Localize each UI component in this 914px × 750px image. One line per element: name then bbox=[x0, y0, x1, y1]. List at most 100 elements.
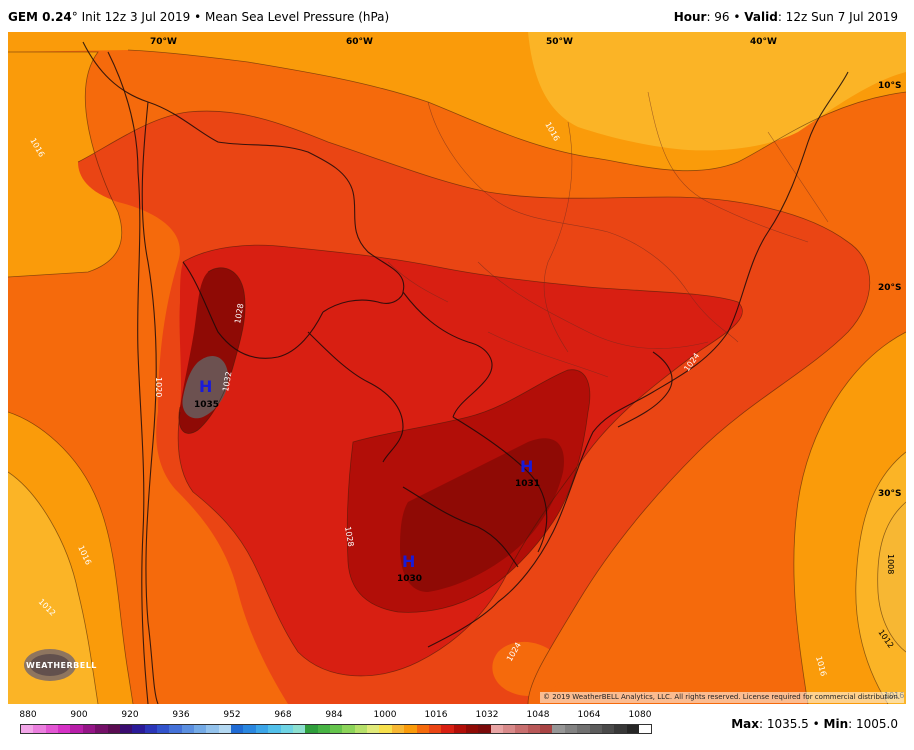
colorbar-tick-label: 1064 bbox=[577, 710, 601, 720]
colorbar-swatch bbox=[144, 725, 157, 733]
copyright-notice: © 2019 WeatherBELL Analytics, LLC. All r… bbox=[540, 692, 904, 703]
colorbar-swatch bbox=[515, 725, 528, 733]
colorbar-swatch bbox=[552, 725, 565, 733]
high-value-east: 1031 bbox=[515, 479, 540, 489]
colorbar-swatch bbox=[490, 725, 504, 733]
pressure-map: 70°W 60°W 50°W 40°W 10°S 20°S 30°S H 103… bbox=[8, 32, 906, 704]
colorbar-swatch bbox=[194, 725, 207, 733]
colorbar-swatch bbox=[243, 725, 256, 733]
map-svg: 70°W 60°W 50°W 40°W 10°S 20°S 30°S H 103… bbox=[8, 32, 906, 704]
min-label: Min bbox=[823, 717, 849, 731]
colorbar-swatch bbox=[441, 725, 454, 733]
atlantic-coastline bbox=[427, 71, 849, 648]
colorbar-swatch bbox=[45, 725, 59, 733]
colorbar-tick-label: 920 bbox=[121, 710, 139, 720]
header-bar: GEM 0.24° Init 12z 3 Jul 2019 • Mean Sea… bbox=[0, 0, 914, 32]
colorbar-swatch bbox=[465, 725, 479, 733]
colorbar-swatch bbox=[601, 725, 615, 733]
colorbar-swatch bbox=[268, 725, 281, 733]
hour-label: Hour bbox=[673, 10, 707, 24]
high-value-west: 1035 bbox=[194, 400, 219, 410]
colorbar-swatch bbox=[156, 725, 170, 733]
map-title: GEM 0.24° Init 12z 3 Jul 2019 • Mean Sea… bbox=[8, 10, 389, 24]
colorbar-tick-label: 1000 bbox=[373, 710, 397, 720]
colorbar-swatch bbox=[21, 725, 34, 733]
colorbar-swatch bbox=[416, 725, 429, 733]
colorbar-swatch bbox=[564, 725, 578, 733]
colorbar-tick-label: 1016 bbox=[424, 710, 448, 720]
high-symbol-west: H bbox=[199, 377, 212, 396]
colorbar-swatch bbox=[280, 725, 293, 733]
valid-time: Hour: 96 • Valid: 12z Sun 7 Jul 2019 bbox=[674, 10, 898, 24]
colorbar-tick-label: 984 bbox=[325, 710, 343, 720]
valid-label: Valid bbox=[744, 10, 778, 24]
colorbar-swatch bbox=[95, 725, 108, 733]
colorbar-swatch bbox=[70, 725, 83, 733]
colorbar-swatches bbox=[20, 724, 652, 734]
colorbar-swatch bbox=[82, 725, 96, 733]
colorbar-tick-label: 900 bbox=[70, 710, 88, 720]
isobar-label: 1032 bbox=[221, 371, 233, 393]
lat-label-10s: 10°S bbox=[878, 81, 902, 91]
colorbar-tick-label: 936 bbox=[172, 710, 190, 720]
colorbar-swatch bbox=[107, 725, 120, 733]
isobar-label: 1028 bbox=[343, 526, 355, 548]
pressure-1016-west bbox=[8, 52, 122, 277]
init-and-field: Init 12z 3 Jul 2019 • Mean Sea Level Pre… bbox=[77, 10, 390, 24]
colorbar-swatch bbox=[329, 725, 343, 733]
pressure-colorbar: 880 900 920 936 952 968 984 1000 1016 1032 1048 106… bbox=[19, 710, 652, 742]
colorbar-swatch bbox=[181, 725, 195, 733]
colorbar-tick-label: 880 bbox=[19, 710, 37, 720]
state-borders bbox=[387, 91, 829, 378]
colorbar-tick-label: 1048 bbox=[526, 710, 550, 720]
pressure-1008-southeast bbox=[877, 502, 906, 652]
pressure-1035-core bbox=[182, 355, 229, 419]
colorbar-swatch bbox=[589, 725, 602, 733]
colorbar-swatch bbox=[391, 725, 405, 733]
colorbar-swatch bbox=[626, 725, 639, 733]
colorbar-tick-label: 968 bbox=[274, 710, 292, 720]
colorbar-tick-label: 952 bbox=[223, 710, 241, 720]
colorbar-swatch bbox=[527, 725, 541, 733]
colorbar-labels: 880 900 920 936 952 968 984 1000 1016 1032 1048 106… bbox=[19, 710, 652, 722]
colorbar-swatch bbox=[577, 725, 590, 733]
lon-label-50w: 50°W bbox=[546, 37, 573, 47]
lon-label-40w: 40°W bbox=[750, 37, 777, 47]
weatherbell-logo: WEATHERBELL bbox=[20, 645, 100, 685]
pressure-1031-core bbox=[400, 438, 564, 592]
colorbar-swatch bbox=[305, 725, 318, 733]
colorbar-swatch bbox=[354, 725, 368, 733]
model-name: GEM 0.24 bbox=[8, 10, 72, 24]
high-value-south: 1030 bbox=[397, 574, 422, 584]
max-value: : 1035.5 • bbox=[758, 717, 824, 731]
colorbar-swatch bbox=[132, 725, 145, 733]
isobar-lines bbox=[8, 49, 906, 704]
colorbar-swatch bbox=[638, 725, 652, 733]
colorbar-swatch bbox=[255, 725, 269, 733]
valid-value: : 12z Sun 7 Jul 2019 bbox=[777, 10, 898, 24]
pressure-1020-bubble bbox=[492, 641, 562, 697]
lon-label-70w: 70°W bbox=[150, 37, 177, 47]
colorbar-tick-label: 1032 bbox=[475, 710, 499, 720]
lon-label-60w: 60°W bbox=[346, 37, 373, 47]
colorbar-swatch bbox=[119, 725, 133, 733]
colorbar-swatch bbox=[503, 725, 516, 733]
logo-globe-icon bbox=[24, 649, 76, 681]
lat-label-20s: 20°S bbox=[878, 283, 902, 293]
max-label: Max bbox=[731, 717, 759, 731]
colorbar-swatch bbox=[218, 725, 232, 733]
max-min-readout: Max: 1035.5 • Min: 1005.0 bbox=[731, 717, 898, 731]
hour-value: : 96 • bbox=[706, 10, 745, 24]
pressure-1012-southwest bbox=[8, 472, 98, 704]
high-symbol-south: H bbox=[402, 552, 415, 571]
high-symbol-east: H bbox=[520, 457, 533, 476]
min-value: : 1005.0 bbox=[848, 717, 898, 731]
colorbar-tick-label: 1080 bbox=[628, 710, 652, 720]
pressure-1012-northeast bbox=[528, 32, 906, 151]
country-borders bbox=[82, 41, 673, 704]
colorbar-swatch bbox=[540, 725, 553, 733]
colorbar-swatch bbox=[404, 725, 417, 733]
colorbar-swatch bbox=[453, 725, 466, 733]
colorbar-swatch bbox=[379, 725, 392, 733]
isobar-label: 1008 bbox=[886, 554, 895, 574]
